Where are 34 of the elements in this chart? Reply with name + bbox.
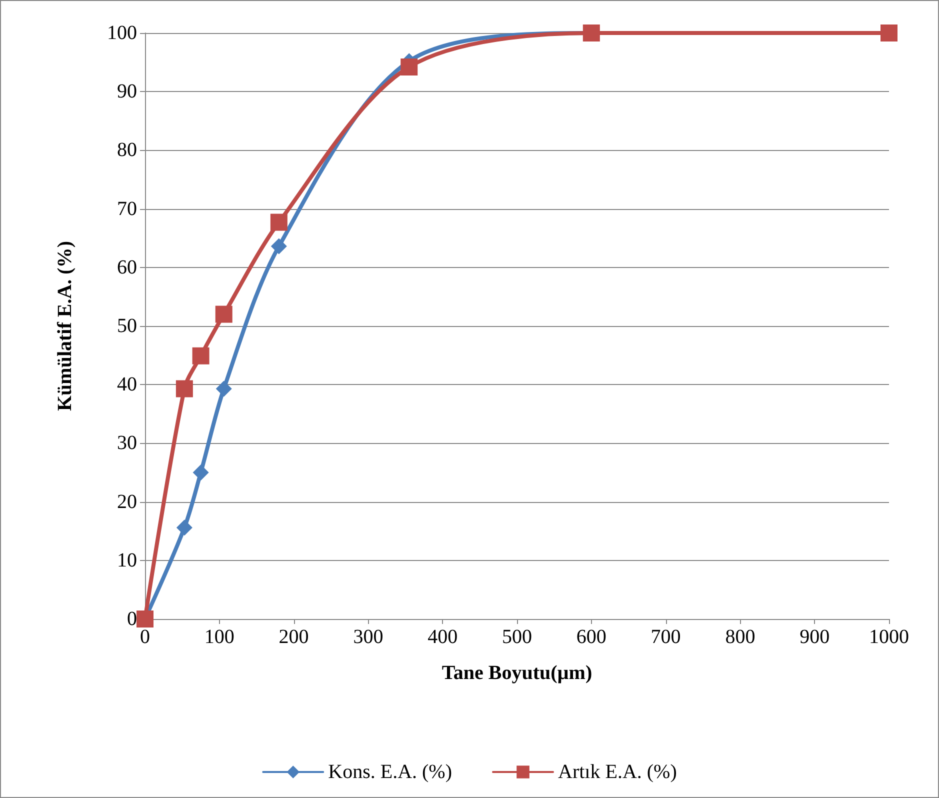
x-tick-label: 100 — [204, 626, 234, 648]
point — [400, 58, 418, 76]
y-tick-label: 20 — [117, 490, 137, 513]
x-tick-label: 700 — [650, 626, 681, 648]
x-axis-title: Tane Boyutu(µm) — [442, 662, 592, 684]
x-tick-label: 1000 — [869, 626, 909, 648]
point — [192, 464, 209, 480]
y-tick-label: 0 — [127, 608, 137, 630]
x-tick-label: 400 — [428, 626, 458, 648]
point — [176, 520, 192, 536]
point — [215, 306, 232, 323]
point — [270, 238, 287, 254]
point — [192, 347, 210, 364]
legend-label: Artık E.A. (%) — [558, 761, 677, 783]
x-tick-label: 900 — [800, 626, 830, 648]
point — [216, 380, 232, 397]
y-tick-label: 90 — [117, 80, 137, 103]
y-tick-label: 60 — [117, 256, 137, 278]
x-tick-label: 800 — [725, 626, 756, 648]
y-axis-title: Kümülatif E.A. (%) — [54, 241, 76, 411]
y-tick-label: 30 — [117, 432, 137, 454]
x-tick-label: 600 — [576, 626, 606, 648]
legend-label: Kons. E.A. (%) — [328, 761, 452, 783]
y-tick-label: 50 — [117, 315, 137, 337]
x-tick-label: 300 — [353, 626, 384, 648]
x-tick-label: 200 — [278, 626, 309, 648]
y-tick-label: 40 — [117, 374, 137, 396]
point — [270, 214, 288, 231]
y-tick-label: 100 — [107, 22, 137, 44]
y-tick-label: 80 — [117, 139, 137, 162]
point — [176, 380, 193, 398]
x-tick-label: 500 — [502, 626, 532, 648]
y-tick-label: 10 — [117, 549, 137, 572]
y-tick-label: 70 — [117, 198, 137, 220]
